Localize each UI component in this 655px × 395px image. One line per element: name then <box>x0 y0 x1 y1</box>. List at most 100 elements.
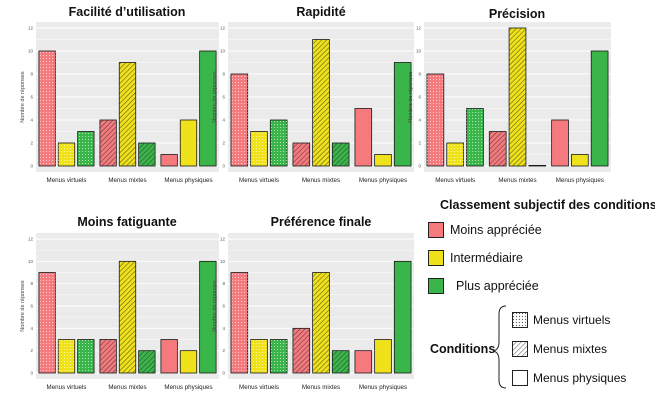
bar-fill <box>374 339 392 374</box>
chart-title: Moins fatiguante <box>77 215 176 229</box>
bar-menus-virtuels-intermediaire <box>57 339 76 374</box>
bar-fill <box>160 154 178 167</box>
legend-label-intermediaire: Intermédiaire <box>450 251 523 265</box>
y-tick-label: 0 <box>30 164 33 169</box>
x-tick-label: Menus virtuels <box>47 177 87 184</box>
x-tick-label: Menus virtuels <box>239 177 279 184</box>
bar-fill <box>551 119 569 167</box>
y-axis-label: Nombre de réponses <box>408 71 414 123</box>
chart-preference-finale: Préférence finale 0 2 4 6 8 10 12 Nombre de répo… <box>212 215 414 391</box>
y-tick-label: 4 <box>30 118 33 123</box>
legend-label-menus-mixtes: Menus mixtes <box>533 342 608 356</box>
bar-menus-physiques-moins-appreciee <box>354 108 373 167</box>
y-axis-label: Nombre de réponses <box>212 71 218 123</box>
bar-pattern <box>292 328 310 373</box>
y-tick-label: 10 <box>220 49 226 54</box>
bar-menus-mixtes-plus-appreciee <box>138 142 156 167</box>
y-tick-label: 4 <box>222 118 225 123</box>
chart-moins-fatiguante: Moins fatiguante 0 2 4 6 8 10 12 Nombre de répon… <box>20 215 219 391</box>
bar-menus-mixtes-intermediaire <box>118 62 137 167</box>
bar-pattern <box>58 143 75 166</box>
bar-menus-physiques-moins-appreciee <box>354 350 373 374</box>
y-tick-label: 6 <box>222 304 225 309</box>
y-tick-label: 0 <box>222 371 225 376</box>
y-tick-label: 2 <box>30 141 33 146</box>
bar-pattern <box>119 62 136 166</box>
bar-pattern <box>270 120 288 166</box>
bar-fill <box>160 339 178 374</box>
bar-pattern <box>312 272 330 373</box>
legend-swatch-plain <box>512 370 528 386</box>
y-tick-label: 2 <box>30 348 33 353</box>
bar-menus-physiques-intermediaire <box>571 154 589 167</box>
y-axis-label: Nombre de réponses <box>212 280 218 332</box>
bar-menus-physiques-moins-appreciee <box>160 154 178 167</box>
bar-menus-mixtes-intermediaire <box>118 260 137 374</box>
y-tick-label: 8 <box>30 72 33 77</box>
y-tick-label: 12 <box>416 26 422 31</box>
bar-fill <box>393 62 412 167</box>
y-tick-label: 8 <box>30 281 33 286</box>
bar-pattern <box>426 74 444 166</box>
bar-menus-physiques-intermediaire <box>179 119 198 167</box>
bar-menus-mixtes-moins-appreciee <box>292 327 311 374</box>
bar-menus-mixtes-intermediaire <box>508 27 527 167</box>
conditions-title: Conditions <box>430 342 496 356</box>
bar-menus-virtuels-moins-appreciee <box>38 50 56 167</box>
y-tick-label: 8 <box>222 72 225 77</box>
bar-pattern <box>230 272 248 373</box>
bar-menus-mixtes-plus-appreciee <box>138 350 156 374</box>
bar-menus-physiques-plus-appreciee <box>393 260 412 374</box>
legend-item-intermediaire: Intermédiaire <box>428 248 523 268</box>
bar-menus-virtuels-intermediaire <box>57 142 76 167</box>
bar-fill <box>199 50 217 167</box>
y-tick-label: 6 <box>30 95 33 100</box>
bar-menus-mixtes-intermediaire <box>312 39 330 167</box>
legend-swatch-plus <box>428 278 444 294</box>
bar-pattern <box>509 28 526 166</box>
bar-pattern <box>312 39 330 166</box>
x-tick-label: Menus mixtes <box>108 384 146 391</box>
bar-menus-physiques-moins-appreciee <box>551 119 569 167</box>
bar-menus-mixtes-moins-appreciee <box>99 119 117 167</box>
bar-pattern <box>138 143 156 166</box>
legend-item-plus: Plus appréciée <box>428 276 539 296</box>
bar-pattern <box>119 261 136 373</box>
chart-title: Préférence finale <box>271 215 372 229</box>
bar-menus-virtuels-moins-appreciee <box>38 272 56 374</box>
x-tick-label: Menus physiques <box>359 384 407 391</box>
chart-rapidite: Rapidité 0 2 4 6 8 10 12 Nombre de réponses Menus… <box>212 5 414 184</box>
y-tick-label: 4 <box>222 326 225 331</box>
bar-pattern <box>77 339 95 373</box>
bar-menus-physiques-intermediaire <box>179 350 198 374</box>
y-tick-label: 0 <box>418 164 421 169</box>
legend-label-menus-physiques: Menus physiques <box>533 371 627 385</box>
x-tick-label: Menus mixtes <box>108 177 146 184</box>
bar-pattern <box>230 74 248 166</box>
chart-facilite-d-utilisation: Facilité d’utilisation 0 2 4 6 8 10 12 Nombre de… <box>20 5 219 184</box>
bar-menus-physiques-moins-appreciee <box>160 339 178 374</box>
bar-pattern <box>446 143 464 166</box>
bar-menus-physiques-intermediaire <box>374 339 392 374</box>
bar-menus-mixtes-plus-appreciee <box>331 142 350 167</box>
bar-pattern <box>292 143 310 166</box>
x-tick-label: Menus physiques <box>556 177 604 184</box>
legend-item-moins: Moins appréciée <box>428 220 542 240</box>
bar-menus-physiques-plus-appreciee <box>393 62 412 167</box>
legend-item-menus-mixtes: Menus mixtes <box>512 340 607 358</box>
legend-label-plus: Plus appréciée <box>456 279 539 293</box>
y-tick-label: 10 <box>28 49 34 54</box>
x-tick-label: Menus mixtes <box>302 177 340 184</box>
y-tick-label: 6 <box>222 95 225 100</box>
y-tick-label: 12 <box>220 237 226 242</box>
bar-pattern <box>332 143 350 166</box>
y-tick-label: 10 <box>220 259 226 264</box>
bar-pattern <box>99 120 117 166</box>
bar-pattern <box>250 339 268 373</box>
bar-pattern <box>332 350 350 373</box>
bar-menus-virtuels-plus-appreciee <box>466 108 484 167</box>
y-tick-label: 2 <box>222 348 225 353</box>
chart-title: Précision <box>489 7 545 21</box>
x-tick-label: Menus virtuels <box>47 384 87 391</box>
